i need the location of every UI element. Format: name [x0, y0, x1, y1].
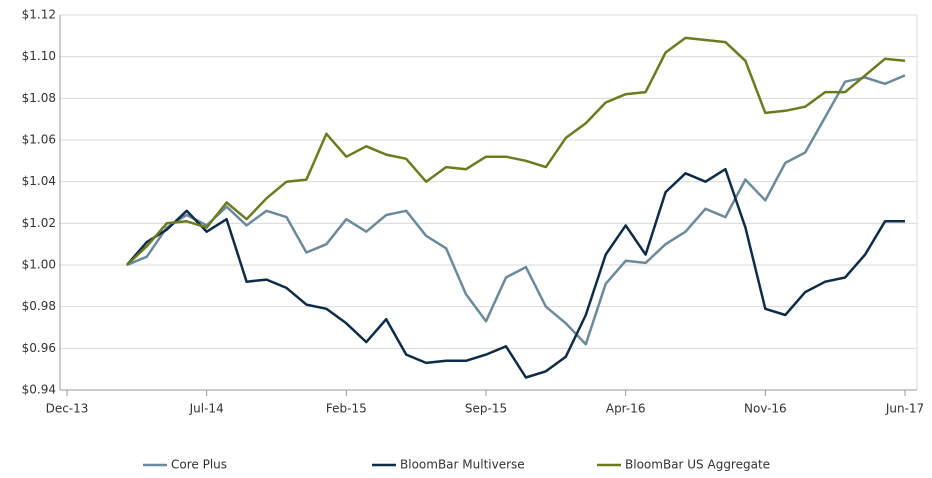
y-tick-label: $0.96 — [22, 341, 56, 355]
x-tick-label: Sep-15 — [465, 402, 507, 416]
x-tick-label: Jul-14 — [189, 402, 224, 416]
series-line — [126, 36, 906, 266]
legend-label: Core Plus — [171, 458, 227, 472]
x-tick-label: Dec-13 — [46, 402, 89, 416]
x-tick-label: Jun-17 — [885, 402, 924, 416]
y-tick-label: $1.08 — [22, 91, 56, 105]
x-tick-label: Apr-16 — [606, 402, 646, 416]
legend-label: BloomBar US Aggregate — [625, 458, 770, 472]
y-tick-label: $1.04 — [22, 174, 56, 188]
legend-label: BloomBar Multiverse — [400, 458, 525, 472]
y-tick-label: $1.00 — [22, 258, 56, 272]
series-line — [126, 74, 906, 346]
y-tick-label: $1.12 — [22, 8, 56, 22]
y-tick-label: $0.98 — [22, 299, 56, 313]
y-tick-label: $1.02 — [22, 216, 56, 230]
y-tick-label: $1.06 — [22, 133, 56, 147]
x-tick-label: Nov-16 — [744, 402, 787, 416]
y-tick-label: $1.10 — [22, 49, 56, 63]
y-tick-label: $0.94 — [22, 383, 56, 397]
x-tick-label: Feb-15 — [326, 402, 367, 416]
series-line — [125, 167, 905, 379]
